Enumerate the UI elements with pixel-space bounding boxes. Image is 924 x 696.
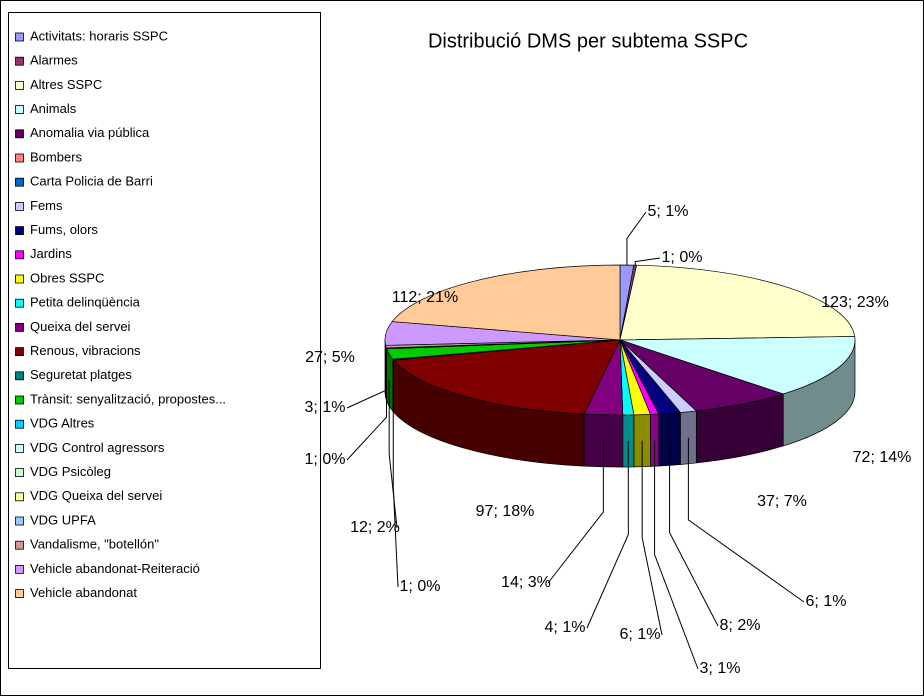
legend-label: VDG Queixa del servei	[30, 488, 162, 503]
leader-line	[669, 439, 719, 627]
leader-line	[346, 374, 387, 461]
legend-swatch	[15, 540, 24, 550]
legend-label: VDG UPFA	[30, 512, 96, 527]
legend-swatch	[15, 589, 24, 598]
legend-swatch	[15, 56, 24, 66]
legend-swatch	[15, 371, 24, 381]
data-label: 72; 14%	[853, 449, 912, 466]
legend-swatch	[15, 419, 24, 429]
leader-line	[586, 440, 629, 629]
legend-label: Jardins	[30, 246, 72, 261]
data-label: 3; 1%	[700, 660, 741, 677]
leader-line	[641, 440, 663, 636]
data-label: 27; 5%	[305, 349, 355, 366]
legend-swatch	[15, 226, 24, 236]
data-label: 6; 1%	[806, 593, 847, 610]
legend-swatch	[15, 516, 24, 526]
data-label: 97; 18%	[476, 503, 535, 520]
legend-label: Queixa del servei	[30, 319, 131, 334]
legend-swatch	[15, 153, 24, 163]
pie-slice	[392, 339, 621, 415]
leader-line	[687, 437, 805, 603]
legend-swatch	[15, 298, 24, 308]
legend-label: Vehicle abandonat	[30, 585, 137, 600]
legend-box	[8, 12, 321, 669]
data-label: 3; 1%	[305, 399, 346, 416]
legend-swatch	[15, 443, 24, 453]
data-label: 12; 2%	[350, 519, 400, 536]
chart-title: Distribució DMS per subtema SSPC	[428, 30, 748, 52]
legend-swatch	[15, 565, 24, 574]
legend-label: Fums, olors	[30, 222, 98, 237]
data-label: 8; 2%	[720, 617, 761, 634]
legend-swatch	[15, 395, 24, 405]
legend-label: Renous, vibracions	[30, 343, 141, 358]
leader-line	[388, 380, 398, 529]
data-label: 4; 1%	[545, 619, 586, 636]
legend-swatch	[15, 32, 24, 42]
data-label: 112; 21%	[392, 289, 458, 306]
legend-label: Carta Policia de Barri	[30, 174, 153, 189]
legend-label: Alarmes	[30, 53, 78, 68]
data-label: 1; 0%	[662, 249, 703, 266]
legend-label: Fems	[30, 198, 63, 213]
legend-swatch	[15, 274, 24, 284]
legend-label: Altres SSPC	[30, 77, 102, 92]
legend-swatch	[15, 347, 24, 357]
legend-label: Vehicle abandonat-Reiteració	[30, 561, 200, 576]
legend-label: Animals	[30, 101, 77, 116]
pie-slice	[619, 336, 856, 395]
legend-swatch	[15, 492, 24, 502]
legend-swatch	[15, 322, 24, 332]
legend-label: Vandalisme, "botellón"	[30, 537, 159, 552]
legend-swatch	[15, 177, 24, 187]
pie-slice	[619, 339, 785, 412]
legend-label: Petita delinqüència	[30, 295, 141, 310]
legend-label: VDG Psicòleg	[30, 464, 111, 479]
legend-label: VDG Control agressors	[30, 440, 165, 455]
legend-swatch	[15, 81, 24, 90]
legend-label: Bombers	[30, 149, 83, 164]
legend-label: Obres SSPC	[30, 270, 104, 285]
data-label: 5; 1%	[648, 203, 689, 220]
data-label: 1; 0%	[305, 451, 346, 468]
leader-line	[392, 385, 399, 588]
legend-label: Activitats: horaris SSPC	[30, 28, 168, 43]
legend-swatch	[15, 468, 24, 478]
data-label: 14; 3%	[501, 574, 551, 591]
leader-line	[626, 211, 647, 266]
legend-label: Seguretat platges	[30, 367, 132, 382]
legend-label: VDG Altres	[30, 416, 95, 431]
data-label: 6; 1%	[620, 626, 661, 643]
legend-label: Trànsit: senyalització, propostes...	[30, 391, 226, 406]
legend-label: Anomalia via pública	[30, 125, 150, 140]
legend-swatch	[15, 201, 24, 211]
leader-line	[634, 257, 661, 266]
leader-line	[547, 440, 604, 584]
pie-slice	[391, 264, 621, 341]
legend-swatch	[15, 129, 24, 139]
leader-line	[654, 440, 699, 670]
data-label: 123; 23%	[821, 294, 889, 311]
data-label: 1; 0%	[400, 578, 441, 595]
legend-swatch	[15, 250, 24, 260]
leader-line	[346, 372, 387, 409]
data-label: 37; 7%	[757, 493, 807, 510]
pie-slice	[619, 264, 856, 341]
legend-swatch	[15, 105, 24, 114]
